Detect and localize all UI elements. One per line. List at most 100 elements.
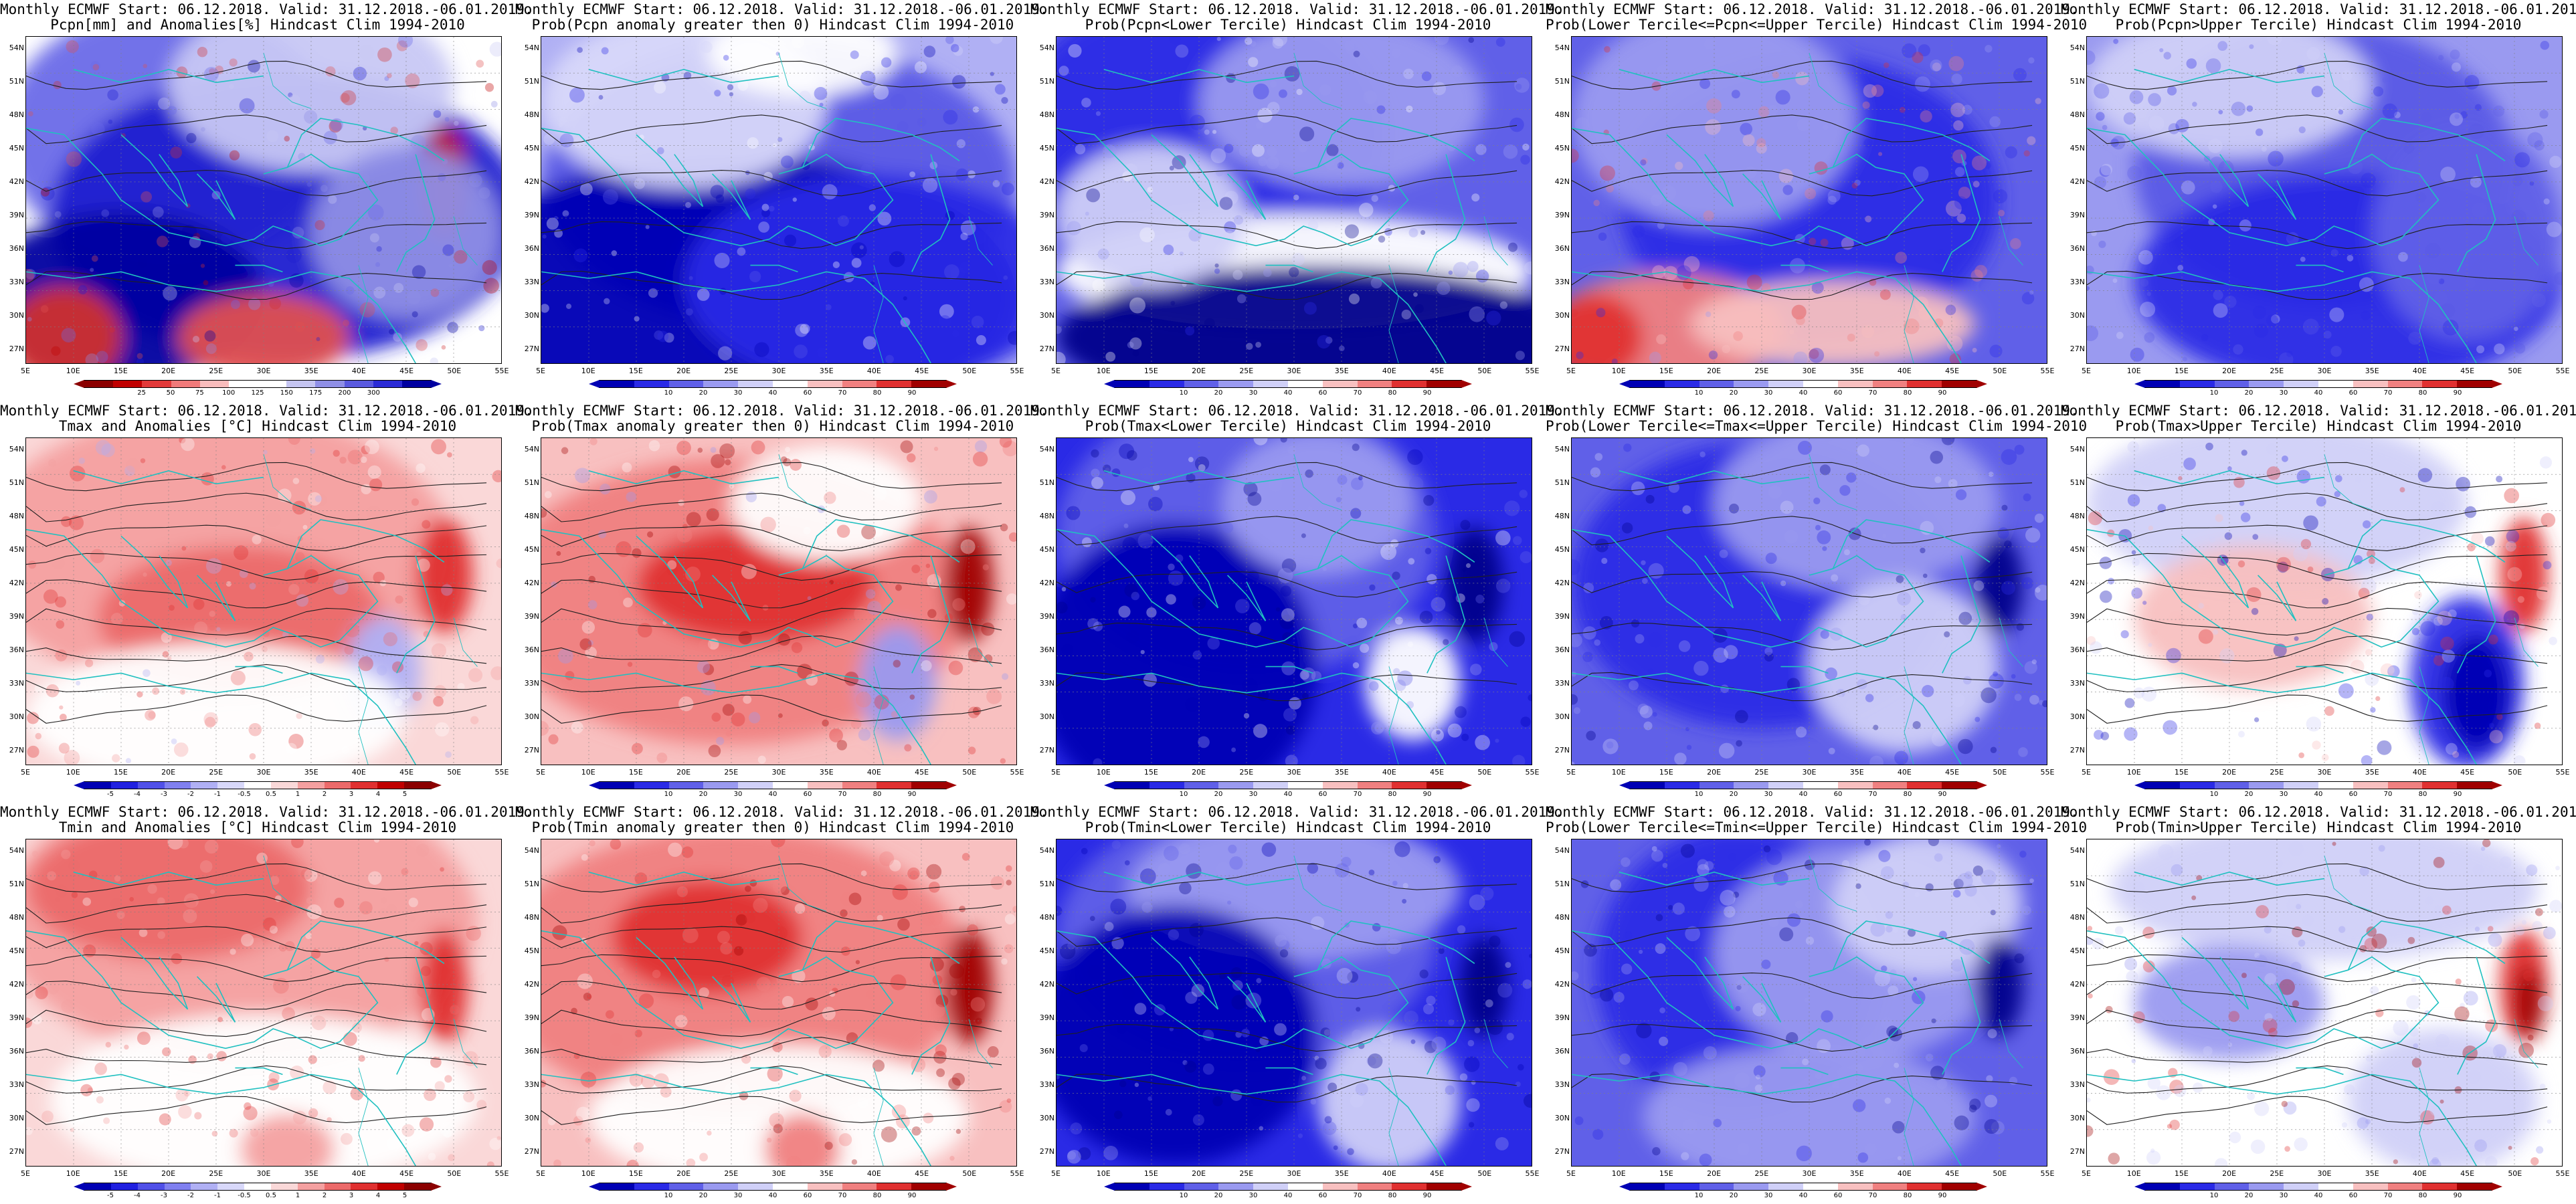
latitude-label: 27N	[1554, 344, 1570, 353]
contour-line	[2087, 954, 2548, 983]
field-speckle	[69, 1110, 85, 1126]
field-speckle	[108, 119, 113, 124]
field-speckle	[2446, 742, 2458, 755]
field-speckle	[2499, 856, 2512, 869]
panel-title-line1: Monthly ECMWF Start: 06.12.2018. Valid: …	[2061, 403, 2576, 419]
field-speckle	[877, 211, 892, 226]
colorbar-label: 70	[1353, 1192, 1362, 1199]
field-speckle	[1572, 633, 1582, 647]
colorbar-segment	[911, 782, 946, 789]
field-speckle	[1350, 1094, 1364, 1108]
field-speckle	[766, 1137, 772, 1143]
colorbar-label: 90	[907, 1192, 917, 1199]
colorbar-right-arrow	[946, 1183, 957, 1191]
field-speckle	[286, 742, 297, 755]
field-speckle	[2387, 665, 2400, 678]
field-speckle	[347, 449, 363, 465]
field-speckle	[681, 846, 694, 858]
field-speckle	[2029, 694, 2039, 705]
longitude-label: 40E	[351, 1169, 366, 1178]
field-speckle	[311, 1015, 327, 1031]
map-canvas	[541, 438, 1016, 765]
map-panel: Monthly ECMWF Start: 06.12.2018. Valid: …	[2061, 401, 2576, 803]
field-speckle	[183, 893, 199, 908]
longitude-label: 20E	[161, 1169, 176, 1178]
field-speckle	[1431, 728, 1444, 742]
colorbar-segment	[1149, 381, 1184, 387]
field-speckle	[2254, 952, 2260, 959]
longitude-label: 50E	[1477, 367, 1492, 375]
longitude-label: 30E	[256, 768, 271, 777]
latitude-label: 30N	[9, 712, 24, 721]
field-speckle	[577, 47, 583, 54]
field-speckle	[975, 1017, 983, 1025]
field-speckle	[230, 300, 240, 310]
longitude-label: 25E	[2270, 768, 2284, 777]
latitude-label: 48N	[2069, 512, 2085, 520]
coastline	[120, 535, 189, 609]
colorbar-label: 30	[2279, 389, 2288, 397]
colorbar-segment	[84, 1183, 111, 1190]
field-speckle	[2286, 897, 2302, 914]
field-speckle	[1394, 617, 1403, 625]
field-speckle	[2094, 730, 2104, 740]
field-speckle	[2227, 1042, 2233, 1047]
field-speckle	[1372, 922, 1381, 932]
field-speckle	[1067, 1150, 1077, 1160]
field-speckle	[496, 1136, 501, 1140]
field-speckle	[824, 1141, 833, 1150]
contour-line	[2087, 664, 2548, 692]
latitude-label: 30N	[2069, 1114, 2085, 1122]
field-speckle	[2148, 116, 2165, 132]
longitude-label: 45E	[1945, 768, 1960, 777]
colorbar-label: 30	[733, 1192, 743, 1199]
field-speckle	[252, 534, 262, 544]
contour-line	[1056, 1073, 1517, 1103]
field-speckle	[367, 465, 381, 479]
latitude-label: 27N	[524, 746, 539, 755]
field-speckle	[1874, 351, 1880, 357]
longitude-label: 15E	[2174, 1169, 2189, 1178]
field-speckle	[865, 589, 876, 599]
field-speckle	[2543, 926, 2556, 940]
contour-line	[1572, 270, 2033, 300]
colorbar-label: 90	[1938, 389, 1947, 397]
field-speckle	[581, 937, 587, 944]
field-speckle	[2275, 859, 2284, 868]
field-speckle	[587, 600, 597, 609]
field-speckle	[2254, 1101, 2270, 1116]
colorbar-segment	[2457, 1183, 2492, 1190]
coastline	[1832, 920, 1991, 971]
colorbar-segment	[842, 782, 877, 789]
coastline	[1293, 956, 1409, 1043]
coastline	[911, 957, 951, 1075]
field-speckle	[626, 492, 637, 502]
longitude-label: 25E	[724, 367, 739, 375]
field-speckle	[27, 745, 39, 758]
field-speckle	[604, 984, 609, 989]
field-speckle	[1104, 922, 1114, 932]
field-speckle	[361, 445, 370, 455]
field-speckle	[1474, 1027, 1481, 1033]
field-speckle	[1764, 651, 1774, 662]
field-speckle	[1954, 167, 1965, 177]
field-speckle	[1523, 1094, 1532, 1108]
field-speckle	[1105, 351, 1116, 362]
field-speckle	[950, 43, 959, 53]
colorbar-segment	[373, 381, 402, 387]
colorbar-label: 90	[1422, 1192, 1432, 1199]
longitude-label: 15E	[628, 367, 643, 375]
latitude-label: 30N	[2069, 712, 2085, 721]
field-speckle	[27, 712, 39, 724]
field-speckle	[2233, 344, 2243, 355]
field-speckle	[1529, 953, 1532, 959]
field-speckle	[484, 83, 494, 92]
field-speckle	[645, 225, 650, 229]
field-speckle	[682, 927, 699, 943]
colorbar-segment	[772, 782, 808, 789]
longitude-label: 55E	[494, 367, 509, 375]
colorbar-segment	[171, 381, 200, 387]
field-speckle	[781, 996, 794, 1008]
coastline	[73, 470, 264, 485]
field-speckle	[2281, 1100, 2288, 1107]
